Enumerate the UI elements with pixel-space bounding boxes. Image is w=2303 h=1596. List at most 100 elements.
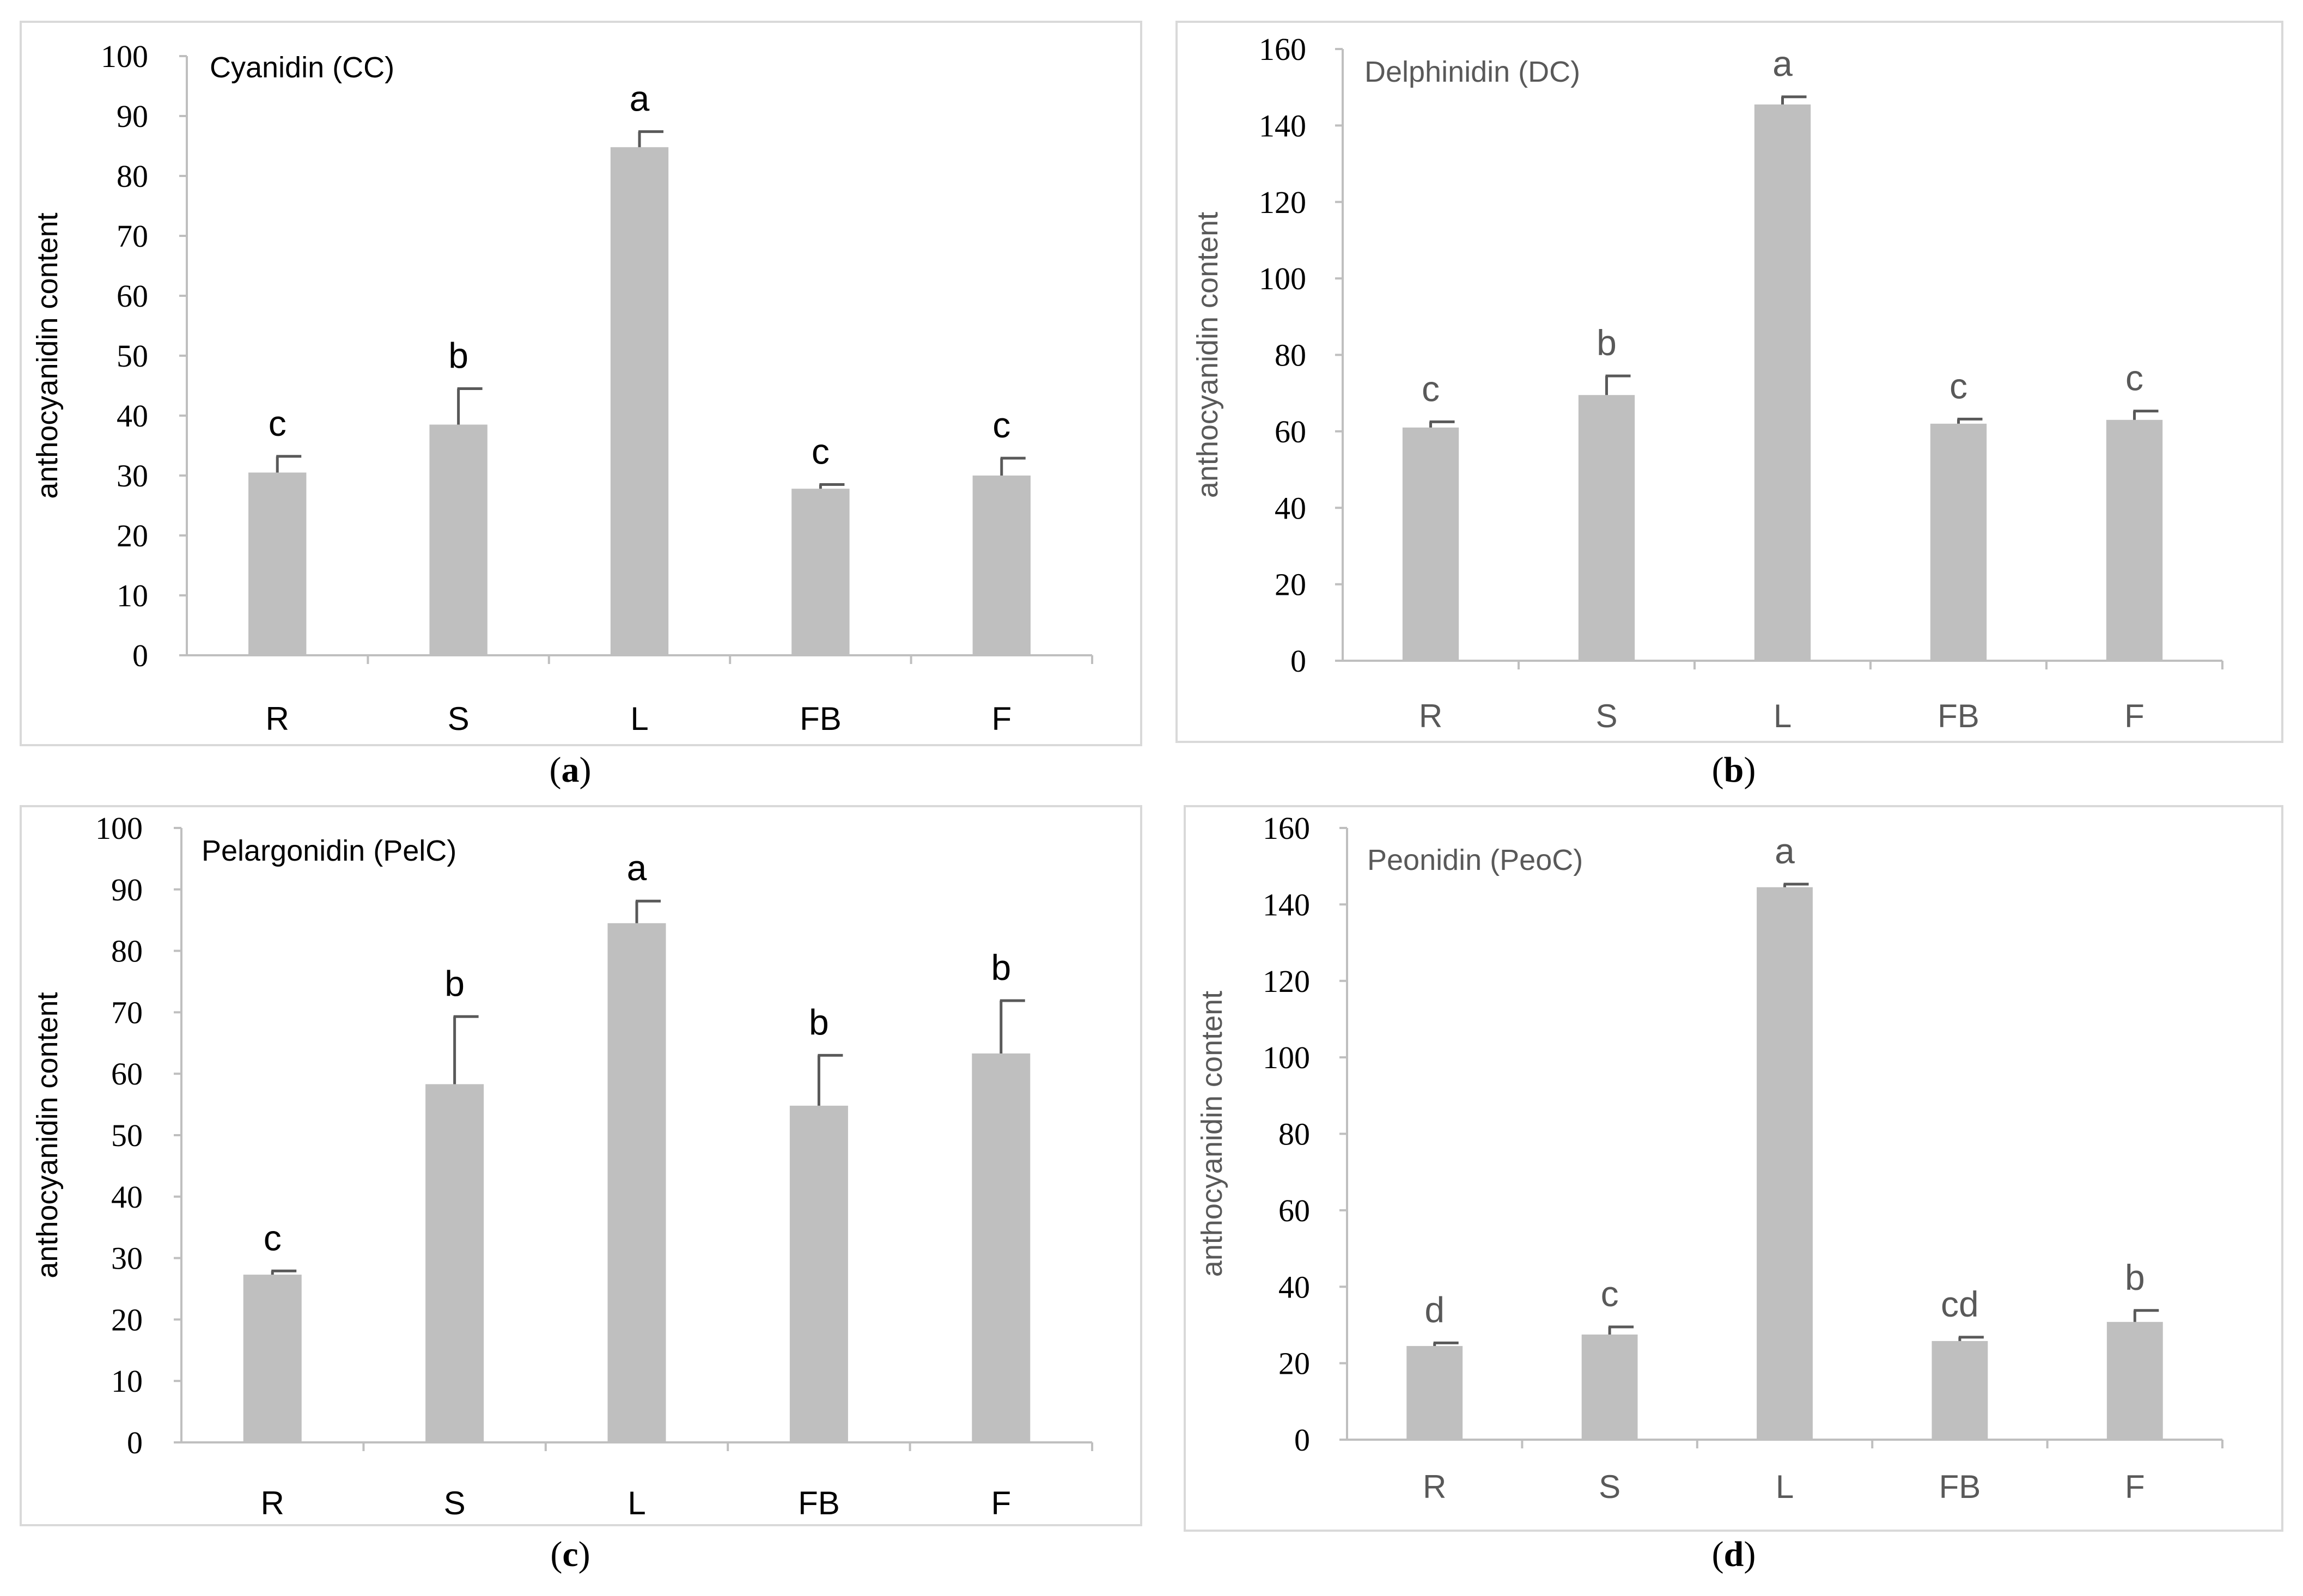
- y-tick-label: 20: [1275, 567, 1306, 602]
- y-tick-label: 90: [117, 99, 148, 134]
- chart-frame: [1184, 805, 2283, 1532]
- y-tick-label: 40: [1278, 1269, 1310, 1305]
- y-tick-label: 0: [1294, 1422, 1310, 1458]
- x-tick-label: R: [261, 1485, 284, 1521]
- significance-letter: b: [809, 1002, 829, 1042]
- chart-panel-b: 0 20 40 60 80 100 120 140 160 c Rb Sa Lc FB c Fanthocya…: [1175, 21, 2283, 790]
- significance-letter: b: [444, 963, 465, 1003]
- x-tick-label: F: [2125, 1469, 2145, 1505]
- significance-letter: c: [1949, 366, 1967, 406]
- y-tick-label: 160: [1259, 32, 1306, 67]
- panel-caption: (a): [550, 750, 592, 790]
- x-tick-label: R: [266, 700, 289, 737]
- caption-paren-close: ): [1744, 750, 1756, 790]
- x-tick-label: FB: [1938, 698, 1979, 734]
- significance-letter: a: [630, 78, 650, 119]
- panel-caption: (c): [550, 1534, 590, 1574]
- x-tick-label: S: [444, 1485, 466, 1521]
- bar-FB: [789, 1105, 848, 1442]
- y-tick-label: 50: [111, 1118, 143, 1153]
- bar-L: [1757, 887, 1813, 1440]
- x-tick-label: L: [630, 700, 648, 737]
- significance-letter: c: [1422, 368, 1440, 409]
- y-tick-label: 120: [1259, 185, 1306, 220]
- caption-letter: b: [1724, 750, 1744, 790]
- y-tick-label: 60: [117, 278, 148, 314]
- x-tick-label: F: [991, 700, 1012, 737]
- y-tick-label: 0: [132, 638, 148, 673]
- significance-letter: a: [627, 848, 647, 888]
- chart-panel-c: 0 10 20 30 40 50 60 70 80 90 100 c Rb Sa Lb FB b Fanthocy…: [20, 805, 1142, 1574]
- y-tick-label: 60: [111, 1056, 143, 1092]
- y-tick-label: 90: [111, 872, 143, 907]
- significance-letter: cd: [1941, 1284, 1979, 1324]
- bar-FB: [1932, 1341, 1988, 1440]
- panel-caption: (d): [1712, 1534, 1756, 1574]
- caption-paren-open: (: [550, 750, 562, 790]
- bar-S: [425, 1084, 484, 1442]
- bar-L: [1754, 104, 1811, 661]
- x-tick-label: R: [1419, 698, 1442, 734]
- y-tick-label: 80: [117, 159, 148, 194]
- caption-paren-open: (: [1712, 1534, 1724, 1574]
- y-tick-label: 60: [1278, 1193, 1310, 1228]
- bar-S: [1578, 395, 1635, 661]
- bar-F: [972, 476, 1031, 655]
- significance-letter: c: [1601, 1274, 1619, 1314]
- y-tick-label: 100: [95, 811, 143, 846]
- y-axis-title: anthocyanidin content: [1191, 212, 1224, 498]
- y-tick-label: 0: [1290, 643, 1306, 679]
- y-tick-label: 80: [1278, 1117, 1310, 1152]
- y-axis-title: anthocyanidin content: [1196, 991, 1228, 1277]
- significance-letter: d: [1424, 1289, 1445, 1330]
- caption-paren-close: ): [580, 750, 592, 790]
- y-tick-label: 100: [101, 39, 148, 74]
- y-tick-label: 40: [1275, 490, 1306, 526]
- x-tick-label: L: [627, 1485, 645, 1521]
- y-tick-label: 140: [1259, 108, 1306, 143]
- bar-F: [2106, 419, 2163, 661]
- bar-FB: [1930, 423, 1987, 661]
- caption-letter: a: [562, 750, 580, 790]
- x-tick-label: FB: [798, 1485, 840, 1521]
- significance-letter: c: [2125, 358, 2143, 398]
- y-tick-label: 10: [117, 578, 148, 613]
- significance-letter: c: [812, 431, 830, 472]
- bar-R: [248, 472, 307, 655]
- bar-S: [1581, 1334, 1638, 1440]
- panel-caption: (b): [1712, 750, 1756, 790]
- bar-L: [607, 923, 666, 1442]
- x-tick-label: FB: [1939, 1469, 1981, 1505]
- y-tick-label: 60: [1275, 414, 1306, 449]
- bar-R: [1406, 1346, 1463, 1440]
- chart-frame: [20, 805, 1142, 1526]
- bar-S: [429, 424, 488, 655]
- y-tick-label: 10: [111, 1363, 143, 1399]
- x-tick-label: L: [1774, 698, 1792, 734]
- y-tick-label: 30: [117, 458, 148, 494]
- y-tick-label: 80: [1275, 338, 1306, 373]
- y-tick-label: 100: [1259, 261, 1306, 296]
- y-tick-label: 0: [127, 1425, 143, 1460]
- y-tick-label: 20: [1278, 1346, 1310, 1381]
- x-tick-label: S: [1595, 698, 1617, 734]
- bar-L: [610, 147, 669, 655]
- y-tick-label: 140: [1263, 887, 1310, 922]
- caption-paren-close: ): [1744, 1534, 1756, 1574]
- significance-letter: c: [269, 403, 287, 443]
- x-tick-label: F: [2124, 698, 2144, 734]
- x-tick-label: FB: [800, 700, 842, 737]
- caption-paren-open: (: [1712, 750, 1724, 790]
- bar-R: [1402, 427, 1459, 661]
- chart-title: Pelargonidin (PelC): [202, 834, 456, 867]
- bar-FB: [791, 489, 850, 655]
- chart-frame: [20, 21, 1142, 746]
- y-axis-title: anthocyanidin content: [31, 212, 64, 498]
- caption-paren-open: (: [550, 1534, 562, 1574]
- significance-letter: a: [1775, 831, 1795, 871]
- chart-frame: [1175, 21, 2283, 743]
- y-tick-label: 20: [111, 1302, 143, 1337]
- chart-title: Cyanidin (CC): [210, 51, 394, 84]
- y-tick-label: 30: [111, 1241, 143, 1276]
